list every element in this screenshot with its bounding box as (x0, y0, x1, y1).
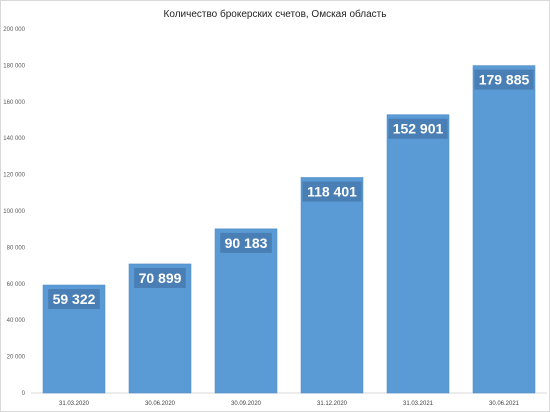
x-tick-label: 30.06.2021 (489, 401, 520, 407)
data-label-box (302, 181, 362, 202)
data-label: 70 899 (139, 270, 182, 286)
data-label: 90 183 (225, 235, 268, 251)
x-tick-label: 31.12.2020 (317, 401, 348, 407)
y-tick-label: 0 (22, 391, 26, 397)
x-tick-label: 30.09.2020 (231, 401, 262, 407)
bar (386, 114, 450, 394)
y-tick-label: 120 000 (3, 173, 25, 179)
data-label-box (48, 289, 100, 310)
y-tick-label: 60 000 (7, 282, 26, 288)
data-label-box (220, 232, 272, 253)
data-label: 59 322 (53, 291, 96, 307)
y-tick-label: 80 000 (7, 245, 26, 251)
data-label-box (134, 267, 186, 288)
chart-title: Количество брокерских счетов, Омская обл… (163, 9, 387, 20)
x-tick-label: 30.06.2020 (145, 401, 176, 407)
y-tick-label: 100 000 (3, 209, 25, 215)
y-tick-label: 180 000 (3, 63, 25, 69)
x-tick-label: 31.03.2020 (59, 401, 90, 407)
bar (300, 177, 364, 394)
data-label-box (474, 69, 534, 90)
data-label: 179 885 (479, 72, 530, 88)
bar (214, 228, 278, 394)
x-tick-label: 31.03.2021 (403, 401, 434, 407)
y-tick-label: 20 000 (7, 355, 26, 361)
y-tick-label: 160 000 (3, 100, 25, 106)
y-tick-label: 200 000 (3, 27, 25, 33)
y-tick-label: 40 000 (7, 318, 26, 324)
bar (472, 65, 536, 394)
data-label: 118 401 (307, 184, 357, 200)
data-label-box (388, 118, 448, 139)
y-tick-label: 140 000 (3, 136, 25, 142)
data-label: 152 901 (393, 121, 444, 137)
